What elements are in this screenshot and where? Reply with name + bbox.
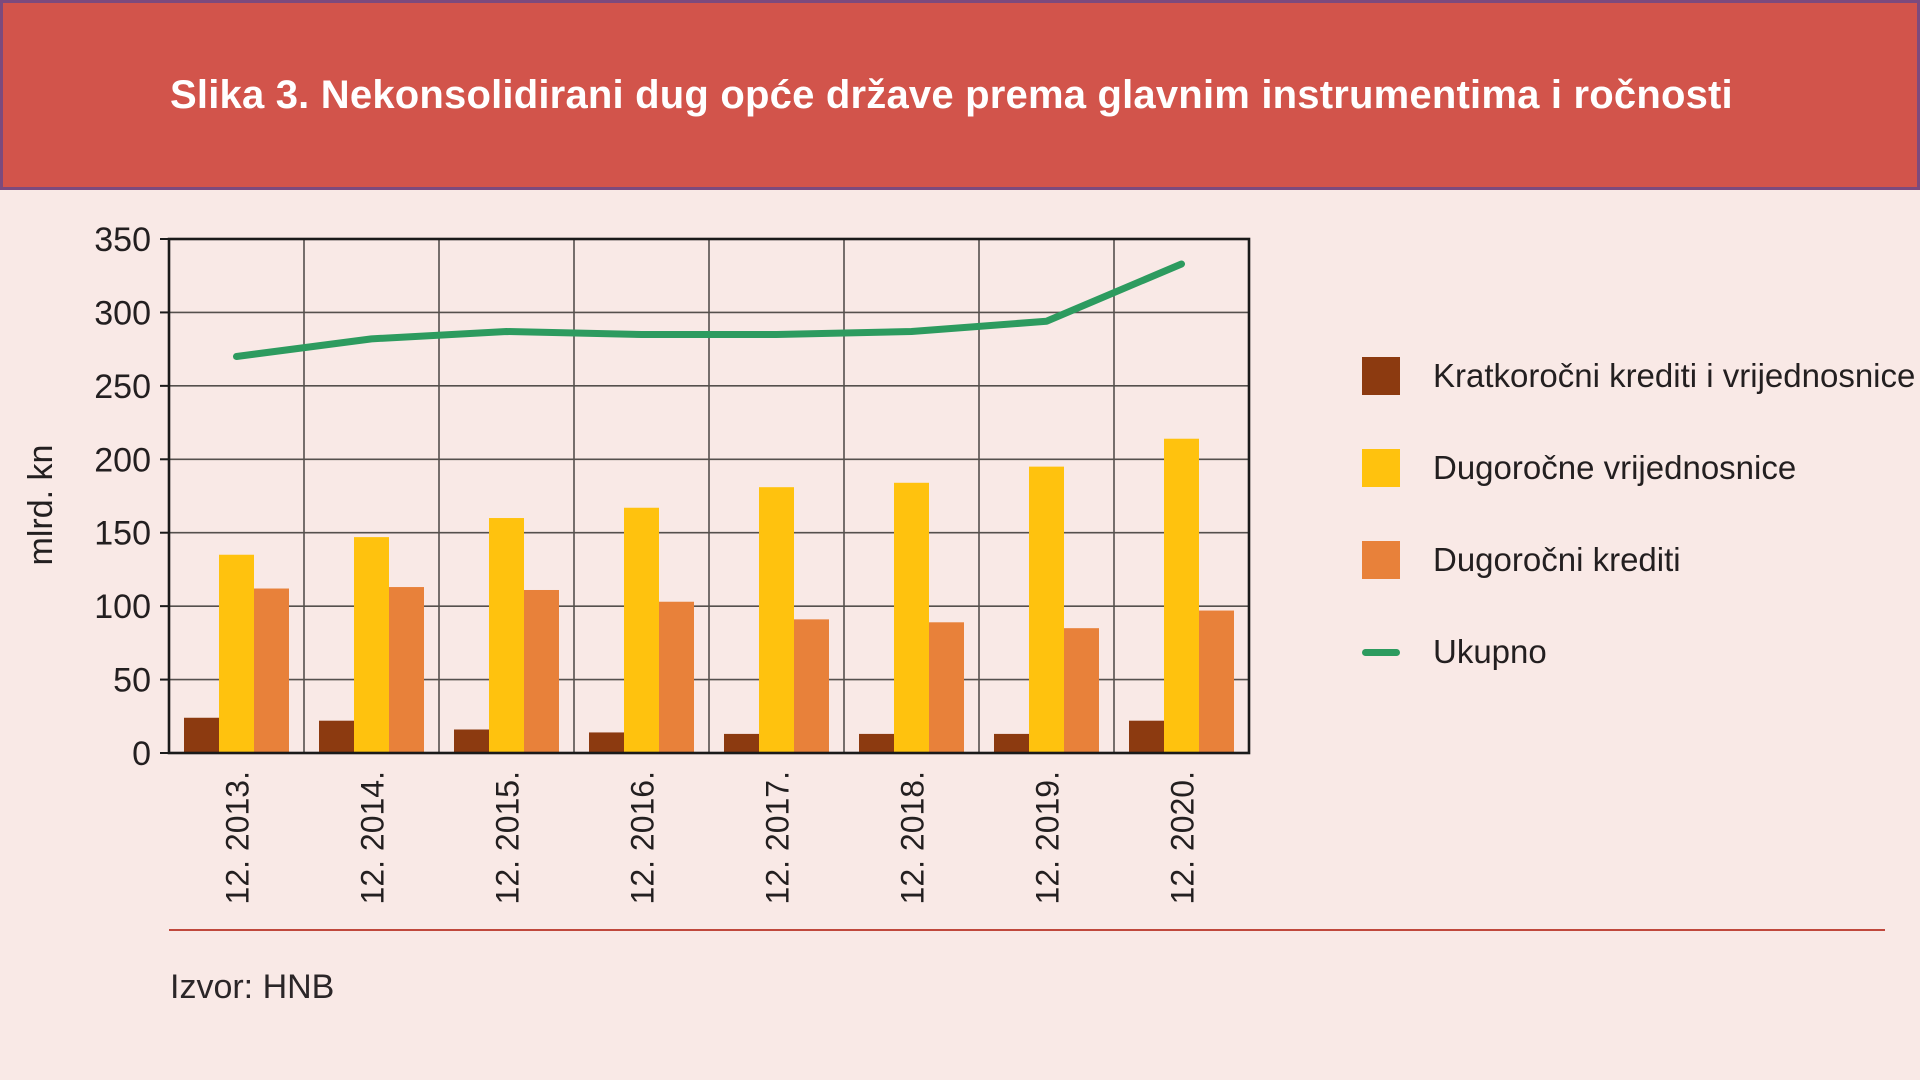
long-term-securities-swatch bbox=[1362, 449, 1400, 487]
y-tick-label: 200 bbox=[94, 441, 151, 479]
figure-title-banner: Slika 3. Nekonsolidirani dug opće države… bbox=[0, 0, 1920, 190]
bar-short-term bbox=[859, 733, 894, 753]
y-tick-label: 0 bbox=[132, 735, 151, 773]
footer-separator-line bbox=[169, 929, 1885, 931]
long-term-loans-swatch bbox=[1362, 541, 1400, 579]
bar-short-term bbox=[319, 720, 354, 753]
chart-area: 0 50 100 150 200 250 300 350 12. 2013. 12. 2014. 1… bbox=[0, 190, 1310, 935]
legend-item-long-term-loans: Dugoročni krediti bbox=[1362, 540, 1902, 580]
bar-long-term-securities bbox=[624, 507, 659, 753]
source-note: Izvor: HNB bbox=[170, 968, 335, 1006]
y-tick-label: 250 bbox=[94, 368, 151, 406]
y-tick-label: 50 bbox=[113, 662, 151, 700]
bar-long-term-loans bbox=[389, 587, 424, 753]
figure-title: Slika 3. Nekonsolidirani dug opće države… bbox=[170, 72, 1733, 117]
bar-long-term-loans bbox=[794, 619, 829, 753]
bar-short-term bbox=[994, 733, 1029, 753]
y-tick-label: 350 bbox=[94, 221, 151, 259]
bar-long-term-securities bbox=[489, 518, 524, 753]
x-tick-label: 12. 2017. bbox=[760, 771, 796, 904]
x-tick-label: 12. 2014. bbox=[355, 771, 391, 904]
legend-item-long-term-securities: Dugoročne vrijednosnice bbox=[1362, 448, 1902, 488]
legend-label: Kratkoročni krediti i vrijednosnice bbox=[1433, 357, 1916, 394]
total-line-swatch bbox=[1362, 648, 1400, 656]
x-tick-label: 12. 2020. bbox=[1165, 771, 1201, 904]
total-line bbox=[233, 260, 1185, 360]
bar-long-term-loans bbox=[254, 588, 289, 753]
bar-long-term-loans bbox=[929, 622, 964, 753]
bar-long-term-securities bbox=[219, 554, 254, 753]
bar-short-term bbox=[184, 717, 219, 753]
legend-label: Dugoročni krediti bbox=[1433, 541, 1681, 578]
bar-long-term-loans bbox=[1064, 628, 1099, 753]
bar-long-term-loans bbox=[659, 601, 694, 753]
bar-short-term bbox=[589, 732, 624, 753]
y-tick-label: 150 bbox=[94, 515, 151, 553]
chart-canvas: 0 50 100 150 200 250 300 350 12. 2013. 12. 2014. 1… bbox=[22, 221, 1251, 904]
bar-short-term bbox=[1129, 720, 1164, 753]
x-tick-label: 12. 2018. bbox=[895, 771, 931, 904]
chart-legend: Kratkoročni krediti i vrijednosnice Dugo… bbox=[1362, 356, 1915, 724]
bar-long-term-securities bbox=[1164, 438, 1199, 753]
short-term-loans-swatch bbox=[1362, 357, 1400, 395]
x-tick-label: 12. 2015. bbox=[490, 771, 526, 904]
x-tick-label: 12. 2013. bbox=[220, 771, 256, 904]
legend-label: Dugoročne vrijednosnice bbox=[1433, 449, 1797, 486]
bar-short-term bbox=[724, 733, 759, 753]
plot-border bbox=[167, 237, 1251, 755]
bar-long-term-loans bbox=[524, 589, 559, 753]
y-tick-label: 300 bbox=[94, 294, 151, 332]
legend-item-total: Ukupno bbox=[1362, 632, 1902, 672]
legend-label: Ukupno bbox=[1433, 633, 1547, 670]
bar-long-term-securities bbox=[759, 487, 794, 753]
bar-long-term-loans bbox=[1199, 610, 1234, 753]
x-tick-label: 12. 2019. bbox=[1030, 771, 1066, 904]
x-tick-label: 12. 2016. bbox=[625, 771, 661, 904]
bar-long-term-securities bbox=[894, 482, 929, 753]
y-tick-label: 100 bbox=[94, 588, 151, 626]
legend-item-short-term-loans-securities: Kratkoročni krediti i vrijednosnice bbox=[1362, 356, 1915, 396]
bar-short-term bbox=[454, 729, 489, 753]
bar-long-term-securities bbox=[1029, 466, 1064, 753]
bar-long-term-securities bbox=[354, 537, 389, 753]
y-axis-title: mlrd. kn bbox=[22, 445, 60, 566]
